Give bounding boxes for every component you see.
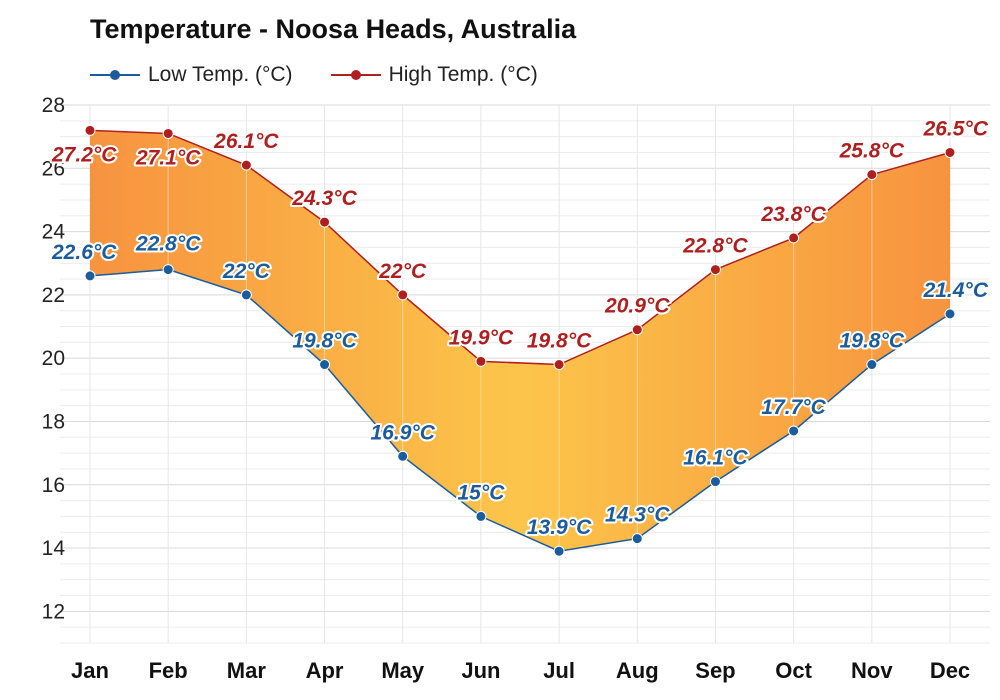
high-temp-point[interactable] [240, 159, 252, 171]
high-temp-data-label: 19.9°C [449, 326, 514, 349]
y-tick-label: 14 [42, 537, 66, 560]
high-temp-point[interactable] [866, 169, 878, 181]
high-temp-point[interactable] [475, 355, 487, 367]
high-temp-data-label: 22°C [378, 260, 427, 283]
high-temp-data-label: 25.8°C [839, 140, 905, 163]
y-tick-label: 18 [42, 410, 65, 433]
high-temp-point[interactable] [553, 359, 565, 371]
legend-label-high: High Temp. (°C) [388, 63, 538, 86]
x-tick-label: May [381, 658, 425, 683]
high-temp-legend-icon [330, 70, 381, 80]
y-tick-label: 28 [42, 94, 65, 117]
low-temp-line [89, 268, 951, 552]
high-temp-data-label: 26.1°C [213, 130, 279, 153]
low-temp-point[interactable] [631, 533, 643, 545]
high-temp-data-label: 23.8°C [760, 203, 826, 226]
y-tick-label: 12 [42, 600, 65, 623]
x-tick-label: Oct [775, 658, 812, 683]
y-tick-label: 24 [42, 221, 66, 244]
x-tick-label: Jun [461, 658, 500, 683]
chart-title: Temperature - Noosa Heads, Australia [90, 14, 577, 44]
y-tick-label: 16 [42, 474, 65, 497]
high-temp-data-label: 27.1°C [135, 146, 201, 169]
high-temp-point[interactable] [944, 146, 956, 158]
y-tick-label: 20 [42, 347, 65, 370]
low-temp-point[interactable] [944, 308, 956, 320]
x-tick-label: Mar [227, 658, 267, 683]
high-temp-data-label: 26.5°C [923, 117, 989, 140]
x-axis-ticks: Jan Feb Mar Apr May Jun Jul Aug Sep Oct Nov Dec [71, 658, 970, 683]
low-temp-legend-icon [90, 70, 140, 80]
data-points [84, 124, 956, 557]
low-temp-data-label: 16.9°C [371, 421, 436, 444]
high-temp-data-label: 22.8°C [682, 235, 748, 258]
high-temp-data-label: 27.2°C [51, 143, 117, 166]
data-labels: 22.6°C 22.8°C 22°C 19.8°C 16.9°C 15°C 13.9°C 14… [49, 115, 991, 541]
x-tick-label: Dec [930, 658, 970, 683]
high-temp-data-label: 19.8°C [527, 330, 592, 353]
legend-label-low: Low Temp. (°C) [148, 63, 293, 86]
low-temp-data-label: 17.7°C [761, 396, 826, 419]
low-temp-point[interactable] [319, 359, 331, 371]
x-tick-label: Sep [695, 658, 735, 683]
low-temp-point[interactable] [788, 425, 800, 437]
low-temp-point[interactable] [709, 476, 721, 488]
high-temp-point[interactable] [709, 264, 721, 276]
x-tick-label: Jan [71, 658, 109, 683]
low-temp-data-label: 19.8°C [840, 330, 905, 353]
high-temp-point[interactable] [84, 124, 96, 136]
low-temp-data-label: 15°C [457, 481, 505, 504]
low-temp-point[interactable] [553, 545, 565, 557]
low-temp-data-label: 21.4°C [923, 279, 989, 302]
legend-item-low[interactable]: Low Temp. (°C) [90, 63, 293, 87]
low-temp-data-label: 14.3°C [605, 504, 670, 527]
x-tick-label: Feb [149, 658, 188, 683]
low-temp-point[interactable] [397, 450, 409, 462]
x-tick-label: Nov [851, 658, 893, 683]
x-tick-label: Aug [616, 658, 659, 683]
legend-item-high[interactable]: High Temp. (°C) [330, 63, 538, 87]
high-temp-point[interactable] [631, 324, 643, 336]
range-fill [90, 130, 950, 552]
low-temp-data-label: 22.6°C [51, 241, 117, 264]
x-tick-label: Jul [543, 658, 575, 683]
high-temp-point[interactable] [162, 127, 174, 139]
y-tick-label: 22 [42, 284, 65, 307]
low-temp-point[interactable] [866, 359, 878, 371]
high-temp-point[interactable] [319, 216, 331, 228]
low-temp-data-label: 22°C [222, 260, 271, 283]
temperature-range-area [90, 130, 950, 552]
low-temp-data-label: 19.8°C [292, 330, 357, 353]
high-temp-data-label: 20.9°C [604, 295, 670, 318]
high-temp-point[interactable] [788, 232, 800, 244]
y-axis-ticks: 12 14 16 18 20 22 24 26 28 [42, 94, 66, 623]
low-temp-point[interactable] [475, 510, 487, 522]
y-tick-label: 26 [42, 157, 65, 180]
high-temp-line [89, 129, 951, 366]
low-temp-point[interactable] [162, 264, 174, 276]
high-temp-point[interactable] [397, 289, 409, 301]
low-temp-data-label: 22.8°C [135, 233, 201, 256]
legend: Low Temp. (°C) High Temp. (°C) [90, 60, 576, 90]
x-tick-label: Apr [306, 658, 344, 683]
low-temp-point[interactable] [240, 289, 252, 301]
low-temp-data-label: 13.9°C [527, 516, 592, 539]
high-temp-data-label: 24.3°C [291, 187, 357, 210]
low-temp-point[interactable] [84, 270, 96, 282]
low-temp-data-label: 16.1°C [683, 447, 748, 470]
series-lines [89, 129, 951, 552]
